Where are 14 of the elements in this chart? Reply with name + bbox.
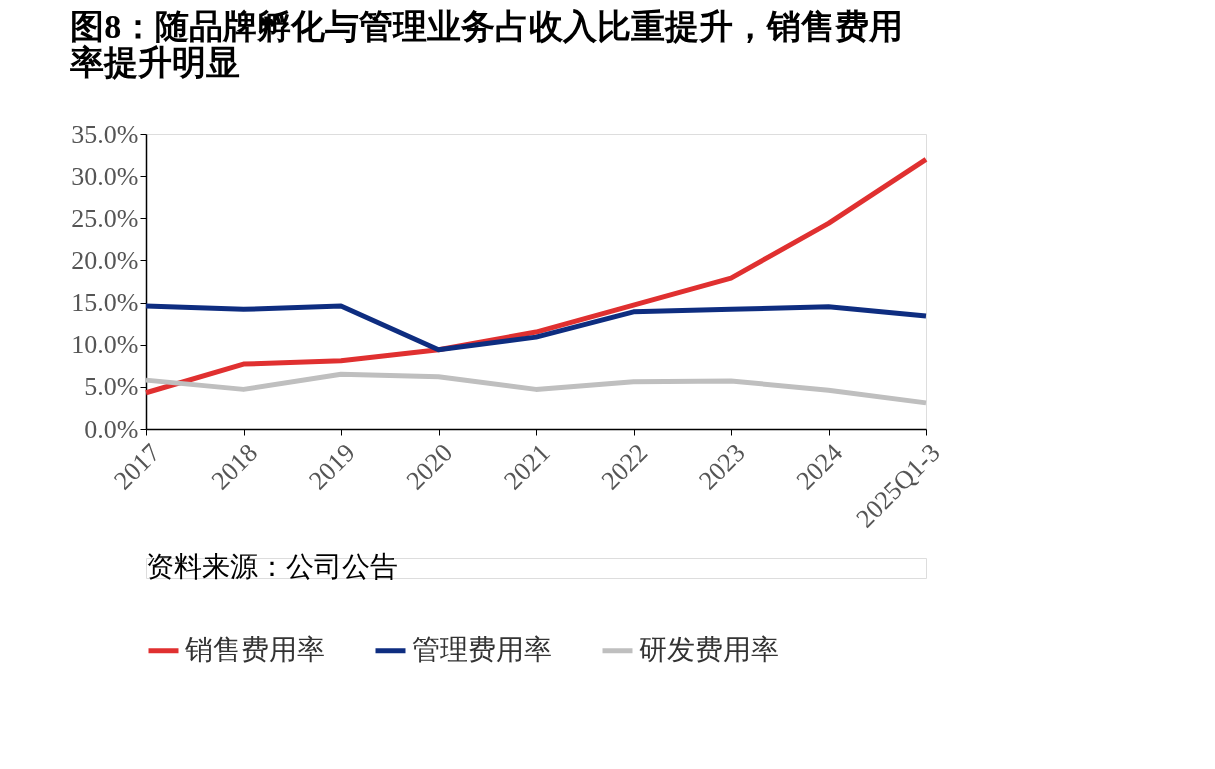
text: 资料来源：公司公告: [146, 551, 398, 582]
y-tick-label: 5.0%: [84, 372, 139, 402]
chart-title: 图8：随品牌孵化与管理业务占收入比重提升，销售费用率提升明显: [70, 7, 904, 81]
y-tick-label: 15.0%: [71, 288, 139, 318]
y-tick-label: 0.0%: [84, 414, 139, 444]
y-tick-label: 20.0%: [71, 245, 139, 275]
legend-label: 管理费用率: [412, 633, 552, 665]
legend-label: 研发费用率: [639, 633, 779, 665]
y-tick-label: 25.0%: [71, 203, 139, 233]
y-tick-label: 10.0%: [71, 330, 139, 360]
y-tick-label: 30.0%: [71, 161, 139, 191]
y-tick-label: 35.0%: [71, 119, 139, 149]
legend-label: 销售费用率: [184, 633, 325, 665]
x-tick-label: 2021: [498, 438, 556, 496]
